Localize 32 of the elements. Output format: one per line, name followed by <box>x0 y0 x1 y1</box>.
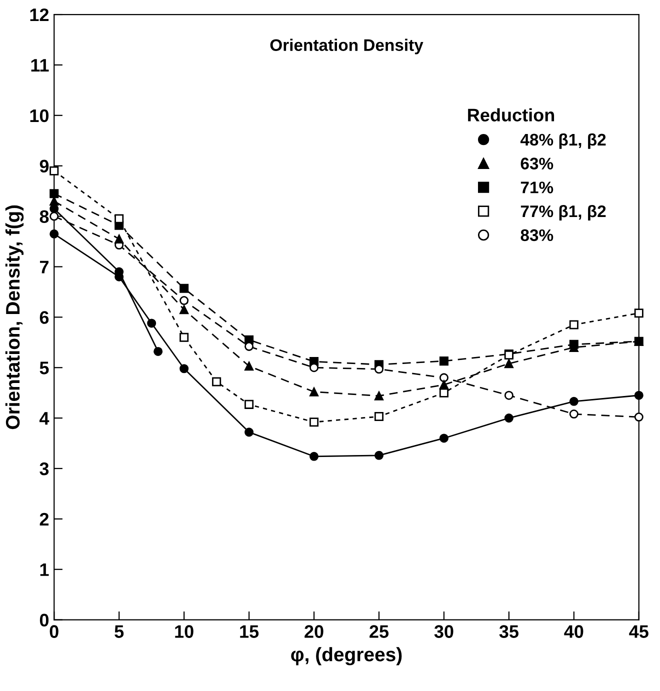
x-tick-label: 30 <box>434 625 454 638</box>
y-tick-label: 3 <box>40 462 49 476</box>
y-tick-label: 8 <box>40 210 49 224</box>
legend-label: 48% β1, β2 <box>520 133 606 149</box>
y-tick-label: 11 <box>31 59 49 72</box>
y-tick-label: 5 <box>40 362 49 374</box>
x-tick-label: 35 <box>499 625 518 638</box>
y-axis-title: Orientation, Density, f(g) <box>5 205 24 430</box>
y-tick-label: 4 <box>39 412 50 425</box>
x-tick-label: 5 <box>114 625 124 638</box>
legend-label: 83% <box>520 229 554 242</box>
y-tick-label: 0 <box>40 614 49 627</box>
x-tick-label: 40 <box>564 625 584 638</box>
text: Orientation Density <box>270 38 424 54</box>
y-tick-label: 9 <box>40 160 49 173</box>
x-tick-label: 20 <box>304 625 324 638</box>
y-tick-label: 7 <box>40 260 48 274</box>
y-tick-label: 6 <box>40 311 49 324</box>
y-tick-label: 12 <box>30 8 49 22</box>
x-tick-label: 45 <box>629 625 648 638</box>
legend-label: 77% β1, β2 <box>520 204 606 221</box>
x-tick-label: 0 <box>50 625 58 638</box>
x-tick-label: 15 <box>240 625 259 638</box>
y-tick-label: 10 <box>30 109 49 122</box>
y-tick-label: 1 <box>40 564 49 576</box>
legend-label: 71% <box>520 182 554 194</box>
x-axis-title: φ, (degrees) <box>291 647 402 666</box>
y-tick-label: 2 <box>40 512 49 526</box>
x-tick-label: 25 <box>370 625 389 638</box>
legend-label: 63% <box>520 158 554 170</box>
x-tick-label: 10 <box>175 625 194 638</box>
legend-title: Reduction <box>468 108 554 122</box>
